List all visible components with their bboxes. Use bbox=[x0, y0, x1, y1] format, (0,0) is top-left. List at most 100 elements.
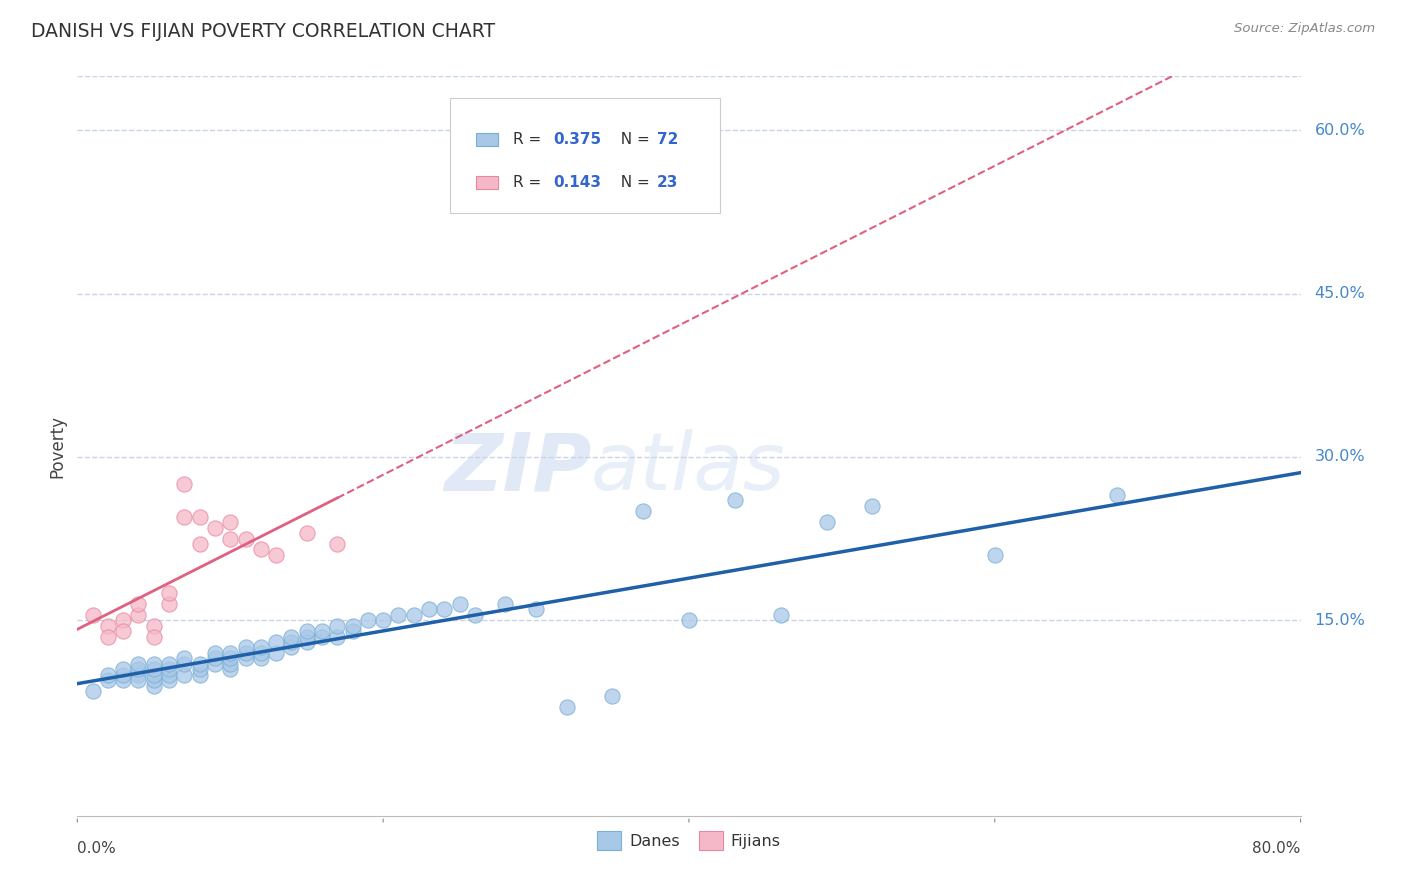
Text: DANISH VS FIJIAN POVERTY CORRELATION CHART: DANISH VS FIJIAN POVERTY CORRELATION CHA… bbox=[31, 22, 495, 41]
Point bbox=[264, 646, 287, 660]
Point bbox=[264, 548, 287, 562]
Text: N =: N = bbox=[610, 175, 654, 190]
Point bbox=[219, 651, 242, 665]
Point bbox=[250, 542, 273, 557]
Point bbox=[127, 673, 149, 687]
Point bbox=[142, 679, 165, 693]
Point bbox=[112, 613, 135, 627]
Point bbox=[157, 657, 180, 671]
Point bbox=[280, 630, 302, 644]
Legend: Danes, Fijians: Danes, Fijians bbox=[591, 825, 787, 856]
Text: 23: 23 bbox=[657, 175, 679, 190]
Point bbox=[357, 613, 380, 627]
FancyBboxPatch shape bbox=[477, 176, 498, 189]
Text: 30.0%: 30.0% bbox=[1315, 450, 1365, 465]
Point bbox=[97, 667, 120, 681]
Point bbox=[371, 613, 394, 627]
Point bbox=[280, 635, 302, 649]
Point bbox=[82, 607, 104, 622]
Point bbox=[295, 526, 318, 541]
Point bbox=[142, 667, 165, 681]
Point bbox=[815, 515, 838, 529]
Point bbox=[112, 673, 135, 687]
Point bbox=[204, 521, 226, 535]
Point bbox=[1107, 488, 1129, 502]
Point bbox=[418, 602, 440, 616]
Point bbox=[219, 646, 242, 660]
Point bbox=[219, 657, 242, 671]
Point bbox=[342, 618, 364, 632]
Text: 15.0%: 15.0% bbox=[1315, 613, 1365, 628]
Point bbox=[295, 635, 318, 649]
Point bbox=[402, 607, 425, 622]
Point bbox=[250, 640, 273, 655]
Text: atlas: atlas bbox=[591, 429, 786, 508]
Point bbox=[82, 684, 104, 698]
Point bbox=[97, 618, 120, 632]
Point bbox=[235, 640, 257, 655]
Point bbox=[264, 635, 287, 649]
Point bbox=[250, 646, 273, 660]
Point bbox=[219, 515, 242, 529]
Point bbox=[235, 646, 257, 660]
Point bbox=[142, 673, 165, 687]
Point bbox=[433, 602, 456, 616]
Text: R =: R = bbox=[513, 175, 546, 190]
Point bbox=[342, 624, 364, 639]
Point bbox=[862, 499, 884, 513]
Point bbox=[769, 607, 792, 622]
Point bbox=[295, 624, 318, 639]
Text: R =: R = bbox=[513, 132, 546, 147]
Point bbox=[157, 673, 180, 687]
Point bbox=[97, 673, 120, 687]
Text: 45.0%: 45.0% bbox=[1315, 286, 1365, 301]
Text: Source: ZipAtlas.com: Source: ZipAtlas.com bbox=[1234, 22, 1375, 36]
Point bbox=[219, 662, 242, 676]
Point bbox=[112, 624, 135, 639]
Point bbox=[173, 667, 195, 681]
Point bbox=[631, 504, 654, 518]
Point bbox=[127, 657, 149, 671]
Text: 80.0%: 80.0% bbox=[1253, 841, 1301, 856]
Text: 0.0%: 0.0% bbox=[77, 841, 117, 856]
Point bbox=[127, 597, 149, 611]
Point bbox=[112, 662, 135, 676]
Point bbox=[142, 657, 165, 671]
Point bbox=[250, 651, 273, 665]
Point bbox=[495, 597, 517, 611]
Point bbox=[157, 586, 180, 600]
Point bbox=[188, 509, 211, 524]
FancyBboxPatch shape bbox=[477, 133, 498, 146]
Point bbox=[127, 607, 149, 622]
Point bbox=[326, 537, 349, 551]
Point bbox=[142, 662, 165, 676]
Text: 60.0%: 60.0% bbox=[1315, 123, 1365, 137]
Point bbox=[387, 607, 409, 622]
Point bbox=[311, 630, 333, 644]
Point bbox=[295, 630, 318, 644]
Point bbox=[127, 662, 149, 676]
Point bbox=[173, 477, 195, 491]
Point bbox=[97, 630, 120, 644]
Point bbox=[204, 651, 226, 665]
Point bbox=[204, 657, 226, 671]
Text: 0.143: 0.143 bbox=[553, 175, 602, 190]
Point bbox=[678, 613, 700, 627]
Point bbox=[219, 532, 242, 546]
Text: ZIP: ZIP bbox=[444, 429, 591, 508]
Point bbox=[157, 597, 180, 611]
Point bbox=[173, 657, 195, 671]
Point bbox=[602, 690, 624, 704]
Point bbox=[204, 646, 226, 660]
Text: 0.375: 0.375 bbox=[553, 132, 602, 147]
Point bbox=[984, 548, 1007, 562]
Point bbox=[142, 618, 165, 632]
Point bbox=[280, 640, 302, 655]
Point bbox=[173, 651, 195, 665]
Point bbox=[188, 662, 211, 676]
Point bbox=[235, 532, 257, 546]
Y-axis label: Poverty: Poverty bbox=[48, 415, 66, 477]
Point bbox=[127, 667, 149, 681]
Text: 72: 72 bbox=[657, 132, 679, 147]
Point bbox=[326, 630, 349, 644]
